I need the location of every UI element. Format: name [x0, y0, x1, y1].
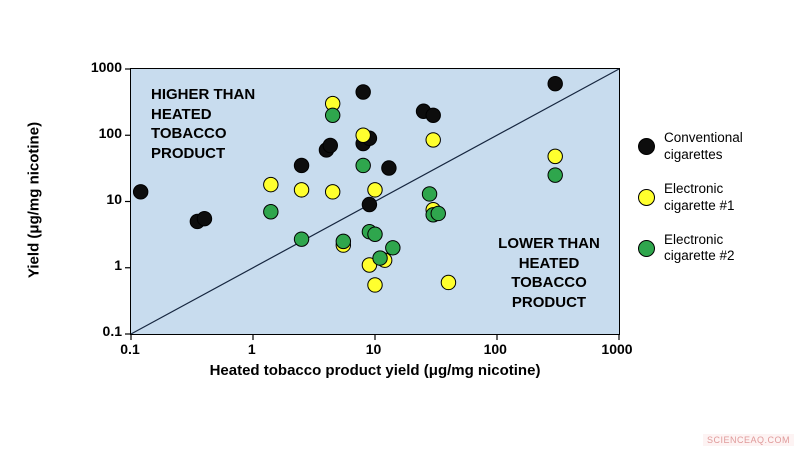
data-point	[430, 205, 446, 222]
y-axis-title: Yield (μg/mg nicotine)	[25, 121, 43, 279]
data-point	[355, 157, 371, 174]
data-point	[372, 250, 388, 266]
legend-label: Conventional cigarettes	[664, 130, 743, 162]
annotation-higher-than: HIGHER THAN HEATED TOBACCO PRODUCT	[151, 86, 256, 162]
data-point	[385, 240, 401, 256]
data-point	[425, 107, 441, 124]
x-axis-title: Heated tobacco product yield (μg/mg nico…	[209, 362, 541, 379]
data-point	[361, 196, 378, 213]
data-point	[425, 132, 441, 148]
y-tick-label: 0.1	[102, 323, 122, 339]
data-point	[355, 84, 371, 100]
legend-item: Conventional cigarettes	[638, 130, 788, 164]
data-point	[196, 210, 213, 227]
data-point	[263, 176, 279, 193]
x-tick-label: 0.1	[120, 341, 140, 357]
data-point	[440, 274, 457, 291]
y-tick-label: 1	[114, 257, 122, 273]
data-point	[421, 186, 438, 202]
legend-marker-icon	[638, 189, 655, 207]
legend-label: Electronic cigarette #1	[664, 180, 735, 213]
legend-item: Electronic cigarette #1	[638, 181, 788, 215]
y-tick-label: 1000	[90, 59, 122, 75]
data-point	[547, 75, 563, 92]
data-point	[355, 127, 371, 143]
legend-label: Electronic cigarette #2	[664, 231, 735, 264]
watermark: SCIENCEAQ.COM	[702, 434, 794, 446]
y-tick-label: 100	[98, 125, 122, 141]
data-point	[324, 184, 341, 200]
plot-area: HIGHER THAN HEATED TOBACCO PRODUCT LOWER…	[124, 68, 620, 341]
legend-item: Electronic cigarette #2	[638, 232, 788, 266]
data-point	[381, 160, 397, 176]
data-point	[547, 148, 563, 165]
data-point	[324, 107, 341, 124]
data-point	[293, 231, 310, 247]
data-point	[132, 184, 149, 200]
legend-marker-icon	[638, 138, 655, 156]
data-point	[361, 257, 378, 273]
data-point	[293, 182, 310, 198]
x-tick-label: 1000	[601, 341, 633, 357]
data-point	[367, 277, 383, 293]
y-tick-label: 10	[106, 191, 122, 207]
y-axis-ticks: 0.1 1 10 100 1000	[56, 59, 122, 339]
data-point	[322, 137, 338, 154]
data-point	[547, 167, 563, 183]
x-axis-ticks: 0.1 1 10 100 1000	[120, 341, 632, 361]
x-tick-label: 100	[483, 341, 507, 357]
data-point	[367, 226, 383, 243]
annotation-lower-than: LOWER THAN HEATED TOBACCO PRODUCT	[498, 235, 600, 311]
data-point	[335, 233, 352, 250]
data-point	[293, 157, 310, 174]
scatter-svg	[124, 68, 620, 341]
legend: Conventional cigarettes Electronic cigare…	[638, 130, 788, 265]
x-tick-label: 10	[365, 341, 382, 357]
legend-marker-icon	[638, 239, 655, 257]
data-point	[367, 182, 383, 198]
x-tick-label: 1	[247, 341, 256, 357]
data-point	[263, 204, 279, 220]
